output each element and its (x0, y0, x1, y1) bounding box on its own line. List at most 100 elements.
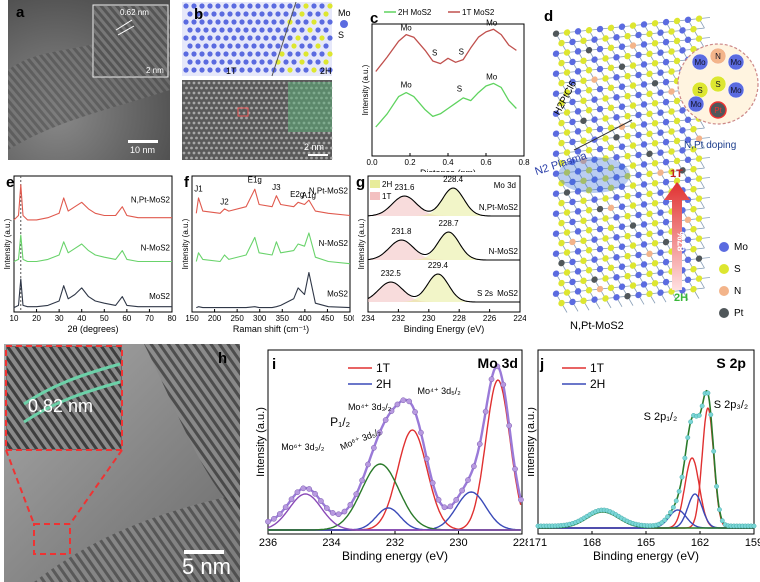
lattice-spot (270, 126, 273, 130)
s-atom (646, 290, 653, 298)
mo-atom (613, 274, 620, 281)
lattice-spot (280, 146, 283, 150)
mo-atom (271, 3, 277, 9)
mo-atom (552, 50, 560, 57)
lattice-spot (270, 136, 273, 140)
mo-atom (640, 81, 648, 88)
lattice-spot (297, 141, 301, 145)
mo-atom (215, 51, 221, 57)
component-1t (368, 196, 520, 216)
y-axis-label: Intensity (a.u.) (361, 64, 370, 115)
s-atom (690, 46, 697, 53)
s-atom (602, 275, 609, 282)
mo-atom (640, 261, 648, 268)
mo-atom (199, 3, 205, 9)
lattice-spot (275, 106, 278, 110)
x-tick-label: 171 (529, 537, 547, 549)
mo-atom (243, 27, 249, 33)
n-atom (668, 88, 675, 95)
s-atom (299, 59, 305, 65)
legend-n: N (734, 286, 742, 297)
mo-atom (203, 27, 209, 33)
lattice-spot (247, 121, 251, 125)
mo-atom (223, 51, 229, 57)
lattice-spot (287, 131, 291, 135)
component-2h (368, 188, 520, 216)
mo-atom (287, 35, 293, 41)
mo-atom (662, 158, 670, 166)
data-point (429, 480, 436, 486)
legend-2h: 2H MoS2 (398, 8, 432, 17)
s-atom (673, 177, 681, 185)
x-tick-label: 300 (253, 314, 267, 323)
lattice-spot (262, 131, 266, 135)
x-tick-label: 234 (322, 537, 340, 549)
lattice-spot (215, 126, 218, 130)
lattice-spot (262, 91, 266, 95)
lattice-spot (205, 96, 208, 100)
lattice-spot (247, 151, 251, 155)
plot-frame (13, 175, 173, 313)
mo-atom (219, 11, 225, 17)
lattice-spot (260, 126, 263, 130)
x-tick-label: 236 (259, 537, 277, 549)
legend-2h: 2H (590, 377, 605, 391)
component-1t (368, 282, 520, 302)
mo-atom (243, 43, 249, 49)
mo-atom (574, 148, 582, 155)
lattice-spot (210, 96, 213, 100)
mo-atom (679, 147, 686, 154)
lattice-spot (187, 121, 191, 125)
mo-atom (243, 11, 249, 17)
mo-atom (239, 3, 245, 9)
mo-atom (215, 19, 221, 25)
lattice-spot (210, 156, 213, 160)
lattice-spot (267, 81, 271, 85)
zoom-atom (691, 53, 709, 71)
s-atom (646, 30, 653, 38)
s-atom (580, 57, 587, 65)
mo-atom (183, 51, 189, 57)
lattice-spot (237, 101, 241, 105)
lattice-spot (325, 156, 328, 160)
raman-peak-label: J3 (272, 183, 281, 192)
spacing-label: 0.82 nm (28, 396, 94, 416)
fit-mo6-3d32 (267, 493, 521, 531)
mo-atom (255, 3, 261, 9)
lattice-spot (270, 116, 273, 120)
s-atom (629, 162, 637, 169)
envelope-line (367, 231, 520, 261)
x-tick-label: 450 (321, 314, 335, 323)
x-axis-label: Binding energy (eV) (342, 549, 448, 563)
lattice-spot (257, 91, 261, 95)
x-tick-label: 50 (100, 314, 109, 323)
mo-atom (187, 59, 193, 65)
pt-atom (662, 238, 670, 246)
mo-atom (618, 263, 626, 270)
lattice-spot (235, 106, 238, 110)
lattice-spot (275, 136, 278, 140)
lattice-spot (182, 91, 186, 95)
lattice-spot (235, 96, 238, 100)
mo-atom (657, 149, 664, 156)
s-atom (629, 282, 637, 289)
lattice-spot (245, 146, 248, 150)
mo-atom (574, 268, 582, 275)
mo-atom (295, 3, 301, 9)
lattice-spot (317, 151, 321, 155)
lattice-spot (215, 146, 218, 150)
s-atom (563, 69, 571, 76)
mo-atom (684, 276, 692, 284)
s-atom (629, 202, 637, 209)
lattice-spot (265, 86, 268, 90)
mo-atom (574, 108, 582, 115)
panel-g-title: Mo 3d (494, 181, 516, 190)
plot-frame (367, 175, 521, 313)
mo-atom (591, 296, 598, 303)
lattice-spot (272, 151, 276, 155)
raman-peak-label: E1g (248, 176, 262, 185)
data-point (353, 491, 360, 498)
lattice-spot (227, 111, 231, 115)
lattice-spot (197, 111, 201, 115)
mo-atom (552, 270, 560, 277)
